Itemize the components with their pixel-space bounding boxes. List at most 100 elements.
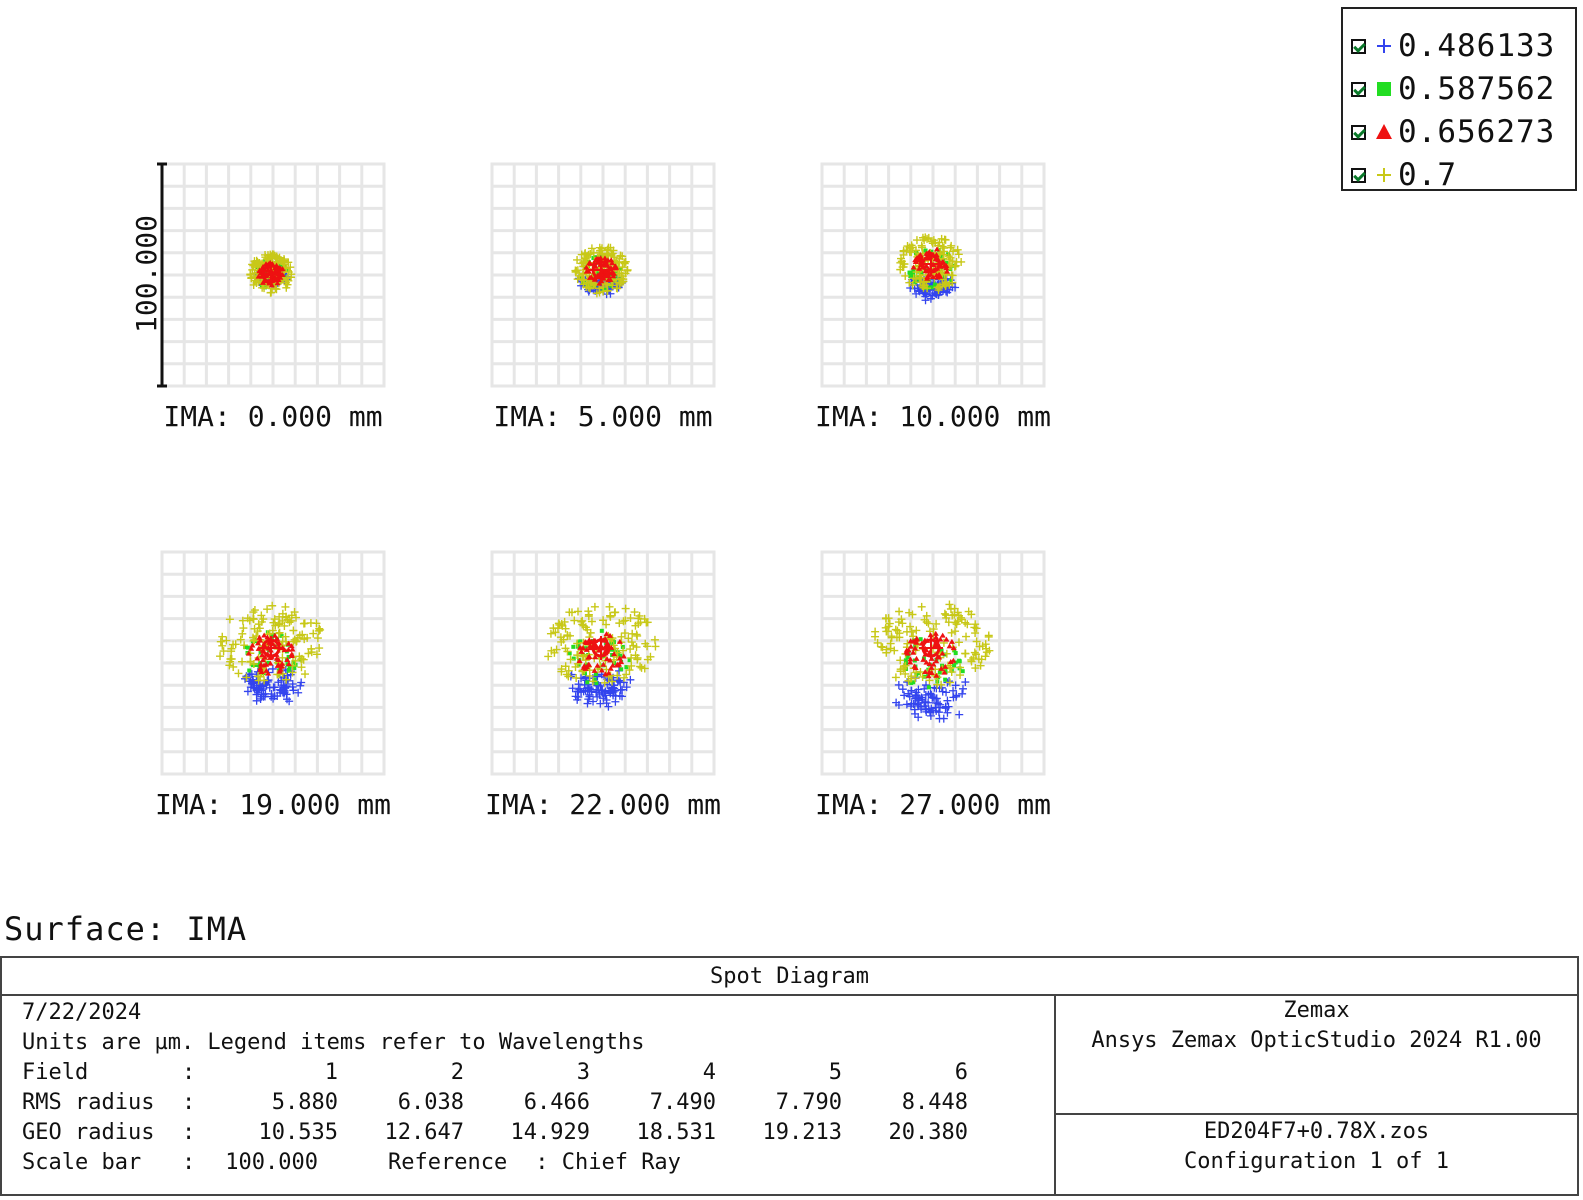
red-ray-mark bbox=[944, 268, 951, 274]
yellow-ray-mark bbox=[936, 248, 945, 257]
blue-ray-mark bbox=[597, 686, 606, 695]
red-ray-mark bbox=[913, 639, 920, 645]
green-ray-mark bbox=[279, 633, 284, 638]
yellow-ray-mark bbox=[627, 661, 636, 670]
yellow-ray-mark bbox=[557, 637, 566, 646]
yellow-ray-mark bbox=[602, 620, 611, 629]
green-ray-mark bbox=[952, 648, 957, 653]
yellow-ray-mark bbox=[933, 680, 942, 689]
blue-ray-mark bbox=[606, 689, 615, 698]
field-number: 5 bbox=[828, 1060, 842, 1085]
green-ray-mark bbox=[911, 268, 916, 273]
yellow-ray-mark bbox=[617, 269, 626, 278]
yellow-ray-mark bbox=[920, 278, 929, 287]
legend-item[interactable]: 0.7 bbox=[1351, 155, 1457, 195]
red-ray-mark bbox=[607, 276, 614, 282]
green-ray-mark bbox=[909, 681, 914, 686]
legend-checkbox-icon[interactable] bbox=[1351, 81, 1366, 97]
blue-ray-mark bbox=[284, 676, 293, 685]
yellow-ray-mark bbox=[274, 629, 283, 638]
green-ray-mark bbox=[946, 261, 951, 266]
red-ray-mark bbox=[926, 660, 933, 666]
yellow-ray-mark bbox=[287, 616, 296, 625]
legend-item[interactable]: 0.486133 bbox=[1351, 26, 1555, 66]
legend-label: 0.656273 bbox=[1398, 114, 1556, 150]
red-ray-mark bbox=[285, 661, 292, 667]
legend-item[interactable]: 0.587562 bbox=[1351, 69, 1555, 109]
legend-item[interactable]: 0.656273 bbox=[1351, 112, 1555, 152]
red-ray-mark bbox=[603, 631, 610, 637]
yellow-ray-mark bbox=[547, 646, 556, 655]
green-ray-mark bbox=[905, 655, 910, 660]
legend-checkbox-icon[interactable] bbox=[1351, 38, 1366, 54]
yellow-ray-mark bbox=[284, 258, 293, 267]
green-ray-mark bbox=[266, 660, 271, 665]
yellow-ray-mark bbox=[274, 620, 283, 629]
yellow-ray-mark bbox=[949, 247, 958, 256]
yellow-ray-mark bbox=[982, 644, 991, 653]
yellow-ray-mark bbox=[551, 628, 560, 637]
yellow-ray-mark bbox=[909, 274, 918, 283]
green-ray-mark bbox=[619, 667, 624, 672]
rms-value: 5.880 bbox=[271, 1090, 338, 1115]
yellow-ray-mark bbox=[600, 678, 609, 687]
red-ray-mark bbox=[609, 662, 616, 668]
yellow-ray-mark bbox=[552, 645, 561, 654]
green-ray-mark bbox=[930, 285, 935, 290]
yellow-ray-mark bbox=[275, 628, 284, 637]
green-ray-mark bbox=[916, 274, 921, 279]
red-ray-mark bbox=[592, 654, 599, 660]
chief-ray-cross bbox=[919, 636, 943, 660]
green-ray-mark bbox=[270, 632, 275, 637]
yellow-ray-mark bbox=[891, 673, 900, 682]
red-ray-mark bbox=[605, 670, 612, 676]
yellow-ray-mark bbox=[625, 666, 634, 675]
red-ray-mark bbox=[903, 649, 910, 655]
blue-ray-mark bbox=[246, 677, 255, 686]
row-label: GEO radius bbox=[22, 1120, 155, 1145]
green-ray-mark bbox=[911, 680, 916, 685]
red-ray-mark bbox=[602, 671, 609, 677]
yellow-ray-mark bbox=[590, 602, 599, 611]
yellow-ray-mark bbox=[298, 654, 307, 663]
yellow-ray-mark bbox=[619, 646, 628, 655]
green-ray-mark bbox=[953, 651, 958, 656]
blue-ray-mark bbox=[932, 694, 941, 703]
yellow-ray-mark bbox=[615, 278, 624, 287]
red-ray-mark bbox=[943, 636, 950, 642]
green-ray-mark bbox=[567, 651, 572, 656]
blue-ray-mark bbox=[294, 688, 303, 697]
field-number: 4 bbox=[702, 1060, 716, 1085]
green-ray-mark bbox=[250, 663, 255, 668]
yellow-ray-mark bbox=[577, 617, 586, 626]
red-ray-mark bbox=[583, 646, 590, 652]
info-right-panel: Zemax Ansys Zemax OpticStudio 2024 R1.00… bbox=[1054, 996, 1577, 1194]
red-ray-mark bbox=[248, 645, 255, 651]
yellow-ray-mark bbox=[962, 632, 971, 641]
red-ray-mark bbox=[933, 658, 940, 664]
yellow-ray-mark bbox=[584, 612, 593, 621]
geo-row: GEO radius : 10.535 12.647 14.929 18.531… bbox=[22, 1118, 1052, 1148]
legend-checkbox-icon[interactable] bbox=[1351, 167, 1366, 183]
red-triangle-icon bbox=[1376, 124, 1392, 139]
yellow-ray-mark bbox=[587, 617, 596, 626]
yellow-ray-mark bbox=[278, 637, 287, 646]
yellow-ray-mark bbox=[901, 669, 910, 678]
yellow-ray-mark bbox=[562, 670, 571, 679]
yellow-ray-mark bbox=[636, 662, 645, 671]
yellow-ray-mark bbox=[952, 257, 961, 266]
green-ray-mark bbox=[286, 654, 291, 659]
yellow-ray-mark bbox=[947, 628, 956, 637]
green-ray-mark bbox=[571, 656, 576, 661]
surface-label: Surface: IMA bbox=[4, 910, 248, 948]
yellow-ray-mark bbox=[623, 266, 632, 274]
blue-ray-mark bbox=[289, 686, 298, 695]
yellow-ray-mark bbox=[624, 634, 633, 643]
red-ray-mark bbox=[933, 672, 940, 678]
yellow-ray-mark bbox=[627, 638, 636, 647]
geo-value: 18.531 bbox=[636, 1120, 716, 1145]
blue-ray-mark bbox=[932, 684, 941, 693]
yellow-ray-mark bbox=[608, 677, 617, 686]
yellow-ray-mark bbox=[967, 610, 976, 619]
legend-checkbox-icon[interactable] bbox=[1351, 124, 1366, 140]
